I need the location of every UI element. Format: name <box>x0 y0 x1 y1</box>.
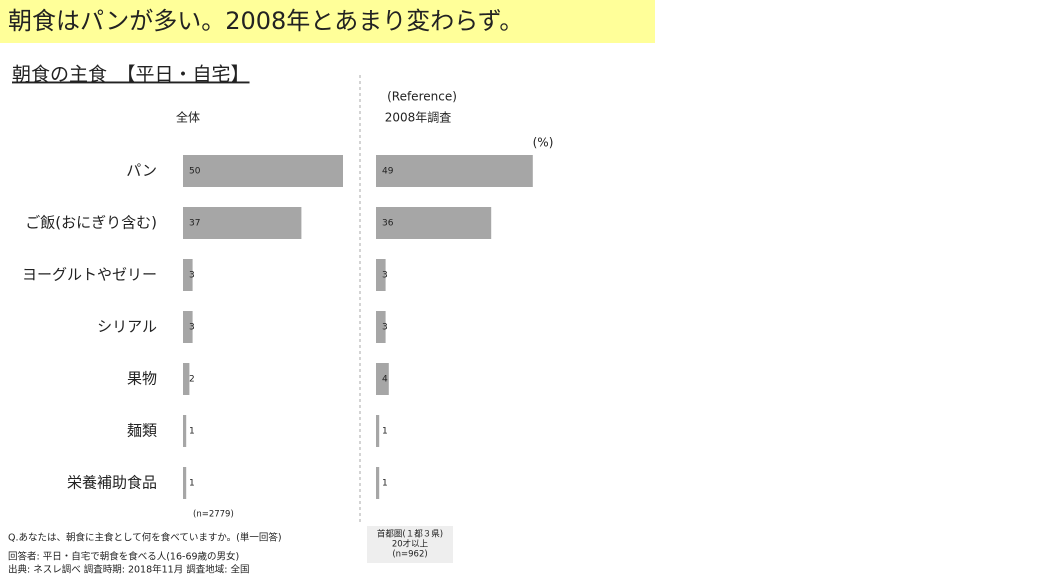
bar <box>376 467 380 499</box>
value-label: 2 <box>189 375 195 385</box>
sample-note: (n=2779) <box>193 510 234 520</box>
panel-title: 全体 <box>176 110 200 125</box>
bar <box>183 415 187 447</box>
value-label: 1 <box>189 427 195 437</box>
page-title: 朝食はパンが多い。2008年とあまり変わらず。 <box>8 7 523 35</box>
value-label: 1 <box>382 479 388 489</box>
bar <box>183 311 193 343</box>
value-label: 4 <box>382 375 388 385</box>
bar <box>183 259 193 291</box>
sample-note: 首都圏(１都３県) <box>377 529 443 540</box>
category-label: 栄養補助食品 <box>67 474 157 492</box>
value-label: 1 <box>382 427 388 437</box>
sample-note: (n=962) <box>392 550 427 560</box>
bar <box>183 155 343 187</box>
note-box <box>367 526 453 563</box>
bar <box>376 207 492 239</box>
value-label: 1 <box>189 479 195 489</box>
value-label: 3 <box>189 323 195 333</box>
value-label: 37 <box>189 219 200 229</box>
panel-subtitle: (Reference) <box>387 90 457 104</box>
category-label: ヨーグルトやゼリー <box>22 266 157 284</box>
value-label: 36 <box>382 219 394 229</box>
category-label: シリアル <box>97 318 157 336</box>
category-label: パン <box>126 162 157 180</box>
footnote: 出典: ネスレ調べ 調査時期: 2018年11月 調査地域: 全国 <box>8 564 249 576</box>
bar <box>376 259 386 291</box>
category-label: ご飯(おにぎり含む) <box>25 214 157 232</box>
value-label: 3 <box>189 271 195 281</box>
bar <box>376 415 380 447</box>
bar <box>376 311 386 343</box>
sample-note: 20才以上 <box>392 539 429 550</box>
bar <box>376 155 533 187</box>
value-label: 3 <box>382 323 388 333</box>
bar <box>376 363 389 395</box>
subtitle: 朝食の主食 【平日・自宅】 <box>12 64 250 86</box>
footnote: Q.あなたは、朝食に主食として何を食べていますか。(単一回答) <box>8 532 282 544</box>
value-label: 3 <box>382 271 388 281</box>
title-banner <box>0 0 655 43</box>
panel-title: 2008年調査 <box>385 111 452 125</box>
bar <box>183 207 302 239</box>
footnote: 回答者: 平日・自宅で朝食を食べる人(16-69歳の男女) <box>8 551 239 563</box>
category-label: 果物 <box>127 370 157 388</box>
unit-label: (%) <box>533 136 554 150</box>
bar <box>183 467 187 499</box>
bar <box>183 363 190 395</box>
value-label: 49 <box>382 167 394 177</box>
value-label: 50 <box>189 167 201 177</box>
category-label: 麺類 <box>127 422 157 440</box>
